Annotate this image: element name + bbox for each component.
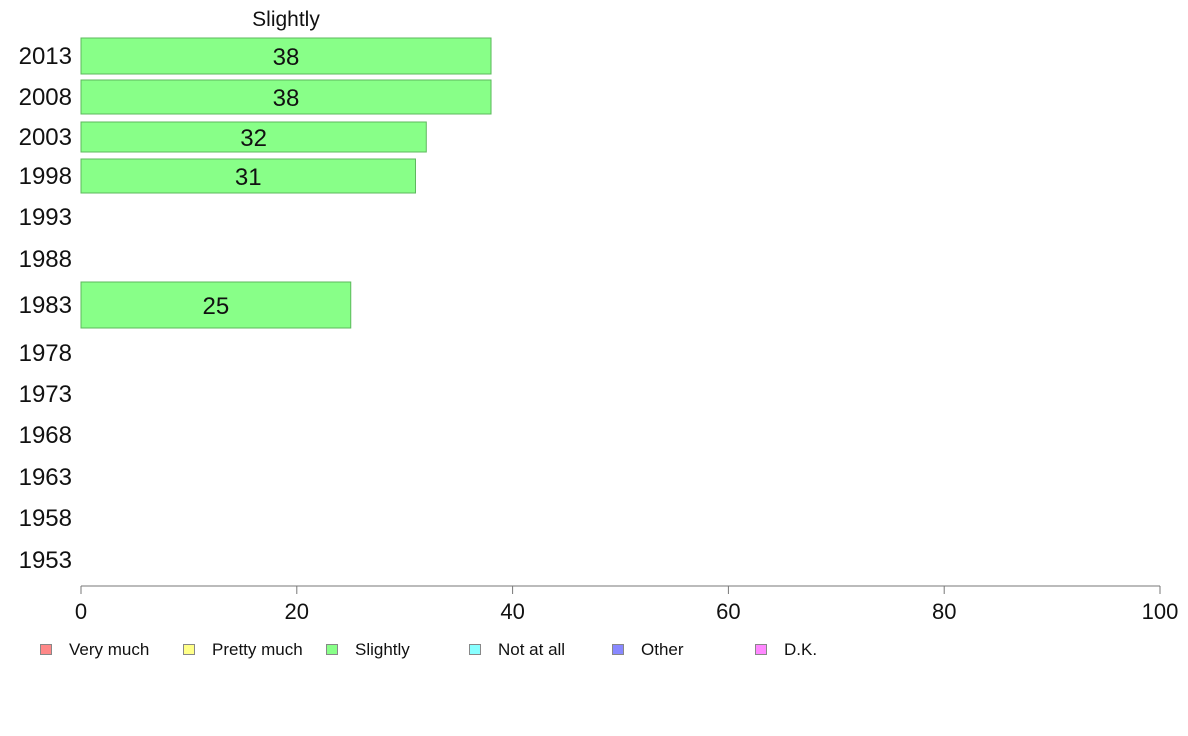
legend-swatch [612, 644, 624, 655]
legend-swatch [326, 644, 338, 655]
y-tick-label: 1988 [19, 246, 72, 273]
chart-title: Slightly [252, 8, 320, 31]
bar [80, 121, 427, 153]
bar [80, 281, 352, 329]
bar [80, 37, 492, 75]
legend-label: D.K. [784, 640, 818, 659]
legend-swatch [183, 644, 195, 655]
bar-value-label: 38 [273, 85, 300, 112]
y-tick-label: 1968 [19, 422, 72, 449]
bar-value-label: 38 [273, 44, 300, 71]
x-axis: 0 20 40 60 80 100 [75, 585, 1179, 624]
legend-label: Pretty much [212, 640, 303, 659]
x-tick-label: 20 [285, 599, 309, 624]
y-tick-label: 1993 [19, 204, 72, 231]
legend-swatch [40, 644, 52, 655]
y-tick-label: 2013 [19, 43, 72, 70]
y-tick-label: 2008 [19, 84, 72, 111]
y-tick-label: 1963 [19, 464, 72, 491]
legend-swatch [755, 644, 767, 655]
bar-value-label: 25 [203, 293, 230, 320]
legend-label: Slightly [355, 640, 410, 659]
legend-swatch [469, 644, 481, 655]
y-tick-label: 1978 [19, 340, 72, 367]
legend-label: Not at all [498, 640, 566, 659]
bar-value-label: 31 [235, 164, 262, 191]
bar [80, 79, 492, 115]
bar [80, 158, 416, 194]
x-tick-label: 100 [1142, 599, 1179, 624]
x-tick-label: 0 [75, 599, 87, 624]
y-tick-label: 1983 [19, 292, 72, 319]
x-tick-label: 80 [932, 599, 956, 624]
y-tick-label: 1958 [19, 505, 72, 532]
y-tick-label: 1998 [19, 163, 72, 190]
y-axis-labels: 2013 2008 2003 1998 1993 1988 1983 1978 1973 1968… [19, 43, 72, 574]
bar-value-label: 32 [240, 125, 267, 152]
legend-label: Very much [69, 640, 150, 659]
x-tick-label: 60 [716, 599, 740, 624]
y-tick-label: 1973 [19, 381, 72, 408]
y-tick-label: 2003 [19, 124, 72, 151]
x-tick-label: 40 [500, 599, 524, 624]
legend-label: Other [641, 640, 684, 659]
y-tick-label: 1953 [19, 547, 72, 574]
